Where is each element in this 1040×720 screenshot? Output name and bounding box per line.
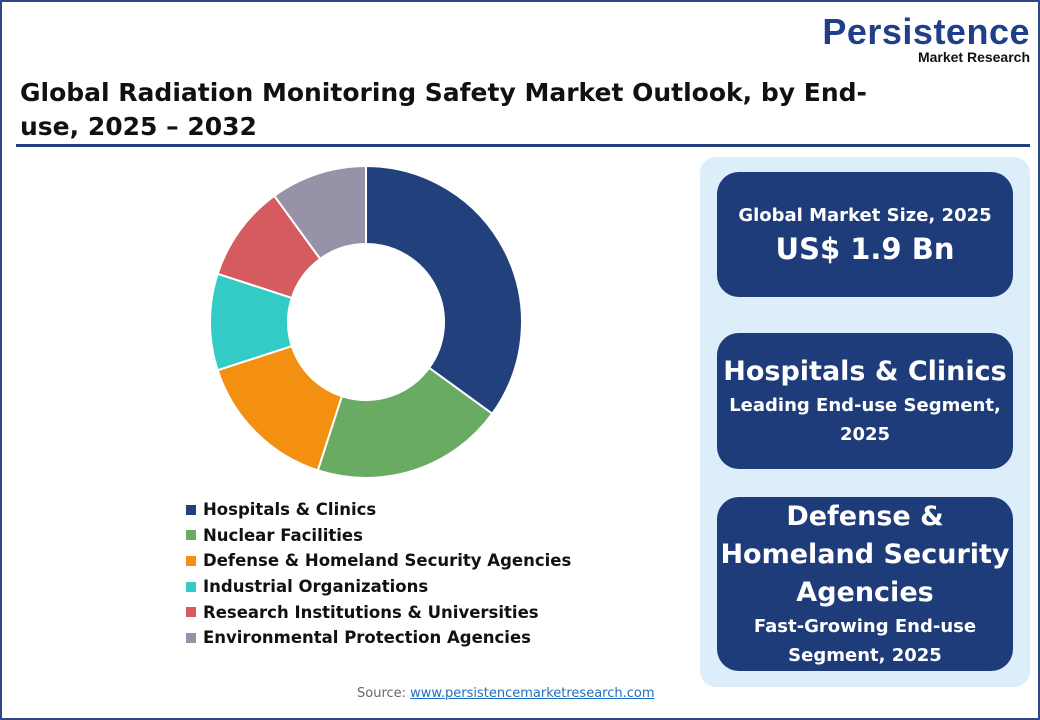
legend-label: Industrial Organizations bbox=[203, 577, 429, 597]
source: Source: www.persistencemarketresearch.co… bbox=[357, 686, 655, 701]
logo-name: Persistence bbox=[822, 11, 1030, 52]
legend-label: Environmental Protection Agencies bbox=[203, 628, 531, 648]
legend-swatch bbox=[186, 581, 196, 592]
legend-label: Hospitals & Clinics bbox=[203, 500, 377, 520]
legend-swatch bbox=[186, 555, 196, 566]
leading-segment-label: Leading End-use Segment, bbox=[729, 395, 1001, 416]
fast-growing-year: Segment, 2025 bbox=[788, 645, 942, 666]
legend-swatch bbox=[186, 632, 196, 643]
legend-item: Industrial Organizations bbox=[186, 574, 571, 600]
legend-label: Nuclear Facilities bbox=[203, 525, 363, 545]
market-size-card: Global Market Size, 2025 US$ 1.9 Bn bbox=[717, 172, 1013, 297]
title-divider bbox=[16, 144, 1030, 147]
source-link[interactable]: www.persistencemarketresearch.com bbox=[410, 686, 655, 701]
legend-swatch bbox=[186, 504, 196, 515]
legend-item: Defense & Homeland Security Agencies bbox=[186, 548, 571, 574]
legend-swatch bbox=[186, 607, 196, 618]
legend-item: Nuclear Facilities bbox=[186, 523, 571, 549]
source-label: Source: bbox=[357, 686, 407, 701]
legend-item: Research Institutions & Universities bbox=[186, 599, 571, 625]
legend-item: Environmental Protection Agencies bbox=[186, 625, 571, 651]
market-size-value: US$ 1.9 Bn bbox=[775, 232, 955, 266]
legend: Hospitals & Clinics Nuclear Facilities Def… bbox=[186, 497, 571, 651]
donut-chart bbox=[209, 164, 523, 479]
fast-growing-name-3: Agencies bbox=[796, 577, 934, 608]
logo-subname: Market Research bbox=[917, 49, 1030, 65]
leading-segment-card: Hospitals & Clinics Leading End-use Segm… bbox=[717, 333, 1013, 469]
legend-item: Hospitals & Clinics bbox=[186, 497, 571, 523]
fast-growing-name-2: Homeland Security bbox=[720, 539, 1010, 570]
fast-growing-label: Fast-Growing End-use bbox=[753, 616, 977, 637]
donut-slice-environmental-protection-agencies bbox=[272, 164, 367, 261]
fast-growing-name-1: Defense & bbox=[786, 501, 944, 532]
donut-slice-defense-homeland-security-agencies bbox=[216, 344, 344, 472]
donut-slice-hospitals-clinics bbox=[365, 164, 523, 416]
market-size-label: Global Market Size, 2025 bbox=[738, 205, 992, 226]
leading-segment-name: Hospitals & Clinics bbox=[723, 356, 1007, 387]
legend-swatch bbox=[186, 530, 196, 541]
fast-growing-card: Defense & Homeland Security Agencies Fas… bbox=[717, 497, 1013, 671]
logo: Persistence Market Research bbox=[822, 11, 1030, 65]
legend-label: Defense & Homeland Security Agencies bbox=[203, 551, 572, 571]
page-title: Global Radiation Monitoring Safety Marke… bbox=[20, 78, 867, 141]
legend-label: Research Institutions & Universities bbox=[203, 602, 539, 622]
donut-slice-nuclear-facilities bbox=[316, 366, 494, 479]
leading-segment-year: 2025 bbox=[839, 424, 891, 445]
